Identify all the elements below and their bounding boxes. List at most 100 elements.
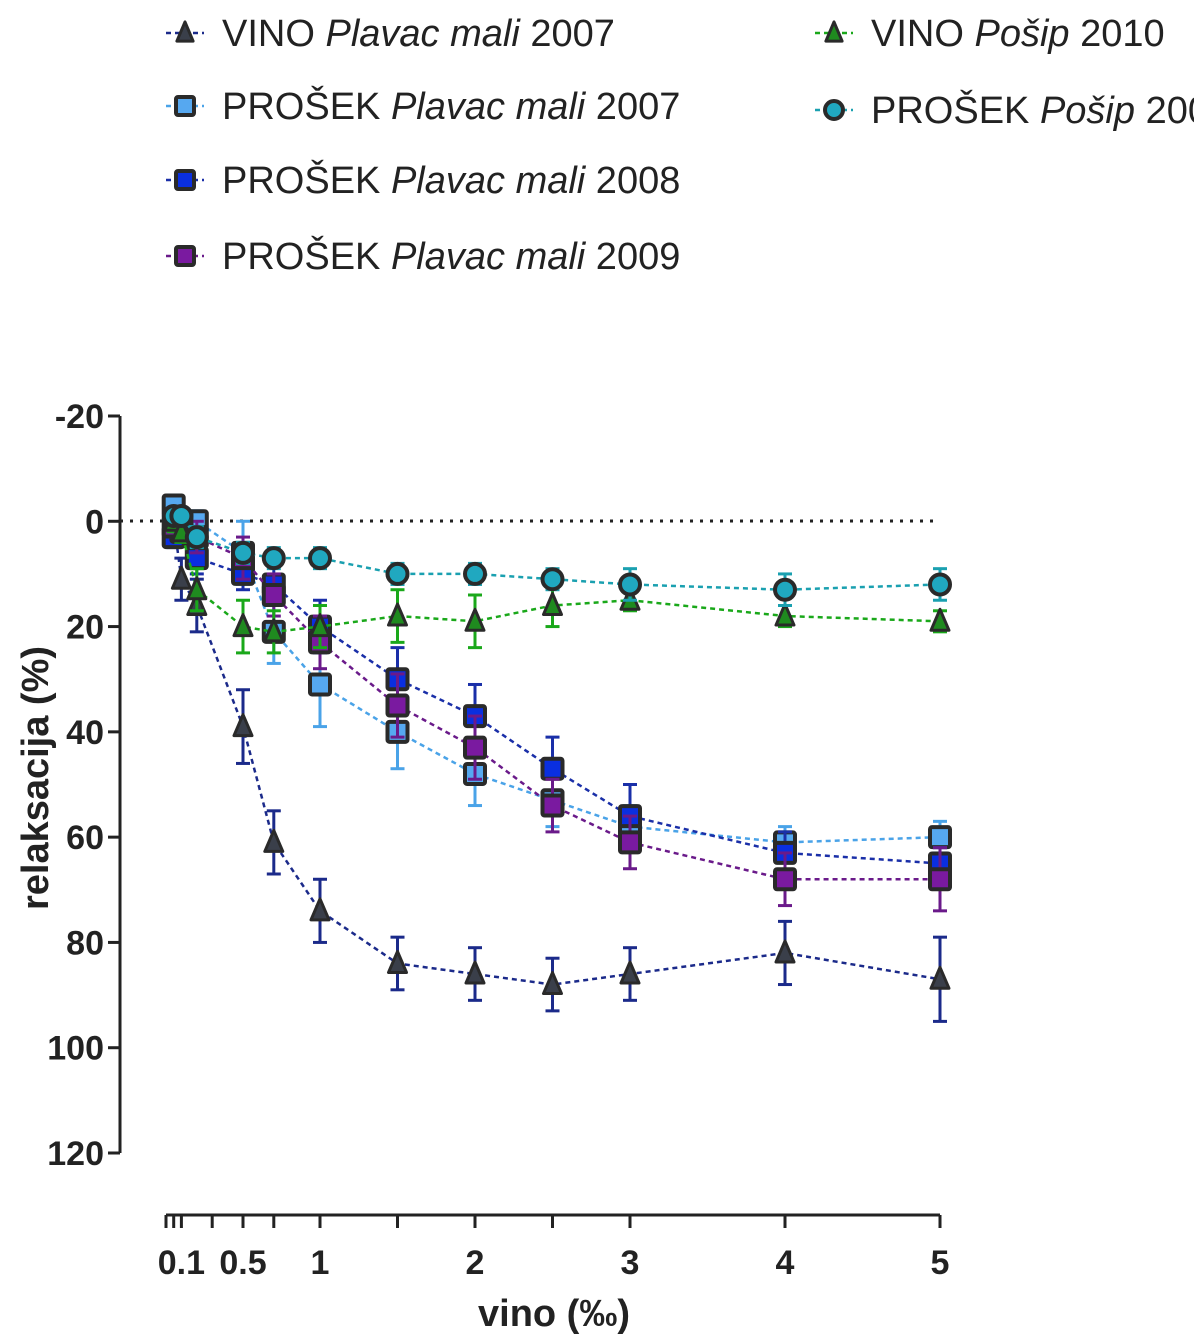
x-tick-label: 2 [466, 1244, 485, 1282]
data-point [618, 572, 642, 597]
x-axis-title: vino (‰) [478, 1293, 630, 1335]
data-point [463, 735, 487, 760]
plot-area [161, 493, 952, 1023]
data-point [928, 572, 952, 597]
legend-label-part: PROŠEK [222, 84, 391, 128]
data-point [231, 540, 255, 565]
data-point [387, 949, 408, 974]
data-point [540, 793, 565, 818]
data-point [774, 602, 796, 627]
data-point [540, 567, 565, 592]
legend-label: VINO Pošip 2010 [871, 13, 1165, 55]
data-point [385, 561, 410, 586]
y-tick-label: 60 [66, 819, 104, 857]
y-tick-label: 100 [47, 1030, 104, 1068]
y-tick-label: 20 [66, 609, 104, 647]
x-ticks: 0.1 0.5 1 2 3 4 5 [158, 1215, 950, 1282]
data-point [170, 565, 192, 590]
data-point [261, 546, 286, 571]
legend-marker [175, 20, 195, 43]
legend-marker [174, 245, 196, 267]
data-point [308, 672, 332, 697]
legend-item-4: VINO Pošip 2010 [815, 13, 1165, 55]
data-point [774, 939, 796, 964]
legend-label-part: VINO [222, 13, 325, 55]
series-0 [163, 507, 951, 1023]
x-tick-label: 3 [621, 1244, 640, 1282]
legend-label: PROŠEK Plavac mali 2007 [222, 84, 680, 128]
data-point [308, 546, 332, 571]
legend-label-part: 2010 [1070, 13, 1165, 55]
legend-label-part: VINO [871, 13, 974, 55]
legend-label-part: 2008 [1135, 90, 1194, 132]
legend-label-part: Pošip [1040, 90, 1135, 132]
data-point [618, 830, 642, 855]
data-point [464, 960, 486, 985]
legend-label-part: PROŠEK [222, 158, 391, 202]
legend-label: VINO Plavac mali 2007 [222, 13, 615, 55]
x-tick-label: 5 [931, 1244, 950, 1282]
y-axis-title: relaksacija (%) [15, 646, 57, 910]
y-tick-label: 40 [66, 714, 104, 752]
legend-label-part: PROŠEK [871, 88, 1040, 132]
legend-label-part: 2007 [520, 13, 615, 55]
y-tick-label: 0 [85, 503, 104, 541]
legend-label-part: Plavac mali [325, 13, 521, 55]
data-point [463, 561, 487, 586]
legend-label-part: Plavac mali [391, 236, 587, 278]
data-point [186, 576, 208, 601]
data-point [773, 577, 797, 602]
legend-label-part: 2008 [585, 160, 680, 202]
series-5 [161, 504, 952, 608]
data-point [929, 607, 951, 632]
data-point [387, 602, 408, 627]
data-point [385, 693, 410, 718]
axes: -20 0 20 40 60 80 100 120 0.1 0.5 1 2 3 4 5 relaksaci… [15, 398, 949, 1335]
legend-label-part: 2009 [585, 236, 680, 278]
data-point [309, 613, 331, 638]
data-point [540, 756, 565, 781]
legend-label: PROŠEK Pošip 2008 [871, 88, 1194, 132]
data-point [263, 618, 285, 643]
legend-label-part: Pošip [974, 13, 1069, 55]
data-point [773, 867, 797, 892]
data-point [928, 825, 952, 850]
data-point [169, 504, 194, 529]
data-point [464, 607, 486, 632]
data-point [184, 525, 209, 550]
legend-label-part: Plavac mali [391, 86, 587, 128]
data-point [261, 582, 286, 607]
data-point [928, 867, 952, 892]
legend-label-part: 2007 [585, 86, 680, 128]
y-ticks: -20 0 20 40 60 80 100 120 [47, 398, 120, 1173]
y-tick-label: 120 [47, 1135, 104, 1173]
legend-marker [824, 20, 844, 43]
data-point [619, 960, 641, 985]
legend-marker [174, 95, 196, 117]
data-point [263, 828, 285, 853]
data-point [232, 613, 254, 638]
legend-label: PROŠEK Plavac mali 2008 [222, 158, 680, 202]
legend-label: PROŠEK Plavac mali 2009 [222, 234, 680, 278]
legend-item-3: PROŠEK Plavac mali 2009 [166, 234, 680, 278]
data-point [309, 897, 331, 922]
x-tick-label: 4 [776, 1244, 795, 1282]
legend-marker [174, 169, 196, 191]
y-tick-label: -20 [55, 398, 104, 436]
data-point [232, 713, 254, 738]
legend-item-2: PROŠEK Plavac mali 2008 [166, 158, 680, 202]
x-tick-label: 1 [311, 1244, 330, 1282]
legend-marker [823, 99, 845, 121]
data-point [542, 971, 563, 996]
legend-label-part: Plavac mali [391, 160, 587, 202]
legend-item-0: VINO Plavac mali 2007 [166, 13, 615, 55]
data-point [929, 965, 951, 990]
legend-label-part: PROŠEK [222, 234, 391, 278]
x-tick-label: 0.1 [158, 1244, 205, 1282]
legend-item-5: PROŠEK Pošip 2008 [815, 88, 1194, 132]
x-tick-label: 0.5 [219, 1244, 266, 1282]
legend-item-1: PROŠEK Plavac mali 2007 [166, 84, 680, 128]
data-point [542, 592, 563, 617]
